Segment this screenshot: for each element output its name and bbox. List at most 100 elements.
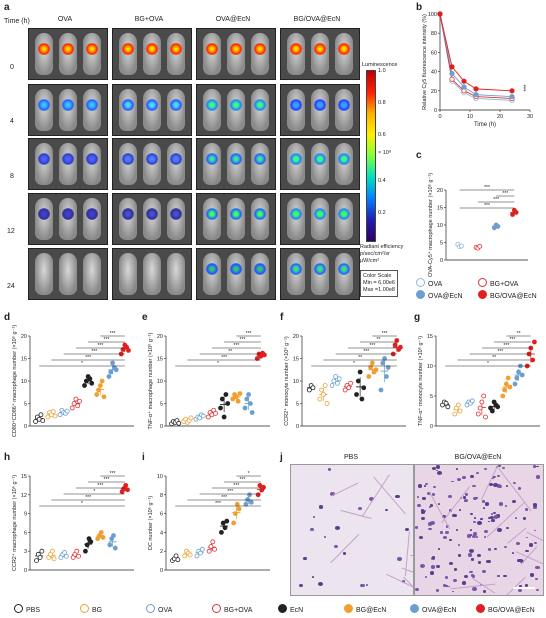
mouse-image [143, 143, 161, 185]
fluorescence-signal [86, 99, 98, 111]
g-sig-label: *** [510, 337, 516, 343]
d-y-tick-label: 20 [21, 334, 27, 340]
c-point [495, 223, 501, 229]
cell-nucleus [529, 543, 534, 547]
d-point [108, 369, 114, 375]
cell-nucleus [483, 468, 487, 471]
h-y-label: CCR2⁺ macrophage number (×10⁶ g⁻¹) [11, 475, 18, 571]
mouse-image [251, 33, 269, 75]
mouse-image [83, 253, 101, 295]
d-point [73, 396, 79, 402]
g-sig-label: * [487, 361, 489, 367]
cell-nucleus [466, 534, 471, 538]
cell-nucleus [429, 571, 435, 576]
cell-nucleus [469, 512, 474, 516]
panel-label-c: c [416, 150, 422, 161]
i-point [233, 511, 238, 516]
b-point-2 [473, 92, 479, 98]
g-point [452, 411, 458, 417]
f-sig-label: *** [363, 349, 369, 355]
h-sig-label: *** [85, 495, 91, 501]
g-point [481, 393, 487, 399]
cell-nucleus [513, 482, 516, 485]
d-y-tick-label: 15 [21, 357, 27, 363]
e-point [218, 405, 223, 411]
mouse-image [227, 89, 245, 131]
b-y-tick-label: 100 [428, 12, 437, 18]
imaging-panel [280, 138, 360, 190]
cell-nucleus [475, 535, 479, 538]
e-sig-label: * [217, 361, 219, 367]
mouse-image [83, 89, 101, 131]
g-point [514, 375, 520, 381]
g-point [505, 375, 511, 381]
cell-nucleus [323, 536, 326, 538]
mouse-image [287, 33, 305, 75]
f-y-tick-label: 0 [296, 424, 299, 430]
cell-nucleus [491, 477, 495, 480]
h-sig-label: *** [110, 471, 116, 477]
time-label: Time (h) [4, 18, 30, 25]
panel-label-j: j [280, 452, 283, 463]
i-sig-label: *** [240, 477, 246, 483]
d-point [33, 419, 38, 424]
fluorescence-signal [230, 263, 242, 275]
d-point [106, 374, 112, 379]
cell-nucleus [433, 486, 437, 489]
cell-nucleus [428, 506, 432, 509]
fluorescence-signal [38, 208, 50, 220]
h-point [98, 530, 104, 535]
mouse-image [251, 198, 269, 240]
c-point [513, 209, 519, 215]
g-point [475, 411, 481, 417]
h-point [37, 555, 43, 560]
f-point [355, 378, 361, 384]
f-sig-label: ** [358, 355, 362, 361]
cell-nucleus [431, 556, 436, 560]
cell-nucleus [490, 513, 493, 516]
cell-nucleus [451, 480, 454, 483]
g-point [516, 369, 521, 375]
cell-nucleus [435, 465, 441, 469]
e-point [246, 392, 251, 397]
h-point [100, 535, 106, 540]
legend-entry: BG+OVA [478, 278, 518, 288]
f-sig-label: *** [382, 331, 388, 337]
imaging-panel [280, 28, 360, 80]
fluorescence-signal [290, 208, 302, 220]
time-row-2: 8 [10, 173, 14, 180]
c-point [477, 243, 483, 249]
cell-nucleus [483, 536, 487, 539]
b-y-tick-label: 0 [434, 108, 437, 114]
c-y-tick-label: 5 [440, 241, 443, 247]
h-point [125, 487, 130, 493]
i-point [199, 546, 205, 552]
mouse-image [59, 89, 77, 131]
i-y-tick-label: 0 [160, 568, 163, 574]
cell-nucleus [471, 534, 477, 539]
f-sig-label: ** [377, 337, 381, 343]
f-point [383, 374, 389, 379]
g-point [502, 387, 507, 393]
e-point [230, 396, 236, 402]
cell-nucleus [366, 584, 369, 587]
legend-entry: BG/OVA@EcN [478, 290, 537, 300]
e-point [247, 401, 253, 406]
cell-nucleus [422, 509, 426, 512]
c-sig-label: *** [502, 191, 508, 197]
cell-nucleus [423, 485, 427, 488]
mouse-image [311, 198, 329, 240]
fluorescence-signal [314, 263, 326, 275]
mouse-image [143, 33, 161, 75]
b-x-tick-label: 10 [467, 114, 473, 120]
d-point [77, 398, 82, 404]
imaging-panel [112, 84, 192, 136]
cell-nucleus [357, 506, 363, 510]
legend-marker [212, 604, 221, 613]
cell-nucleus [481, 500, 485, 503]
cell-nucleus [497, 527, 502, 532]
e-sig-label: *** [233, 343, 239, 349]
imaging-panel [196, 28, 276, 80]
mouse-image [251, 143, 269, 185]
